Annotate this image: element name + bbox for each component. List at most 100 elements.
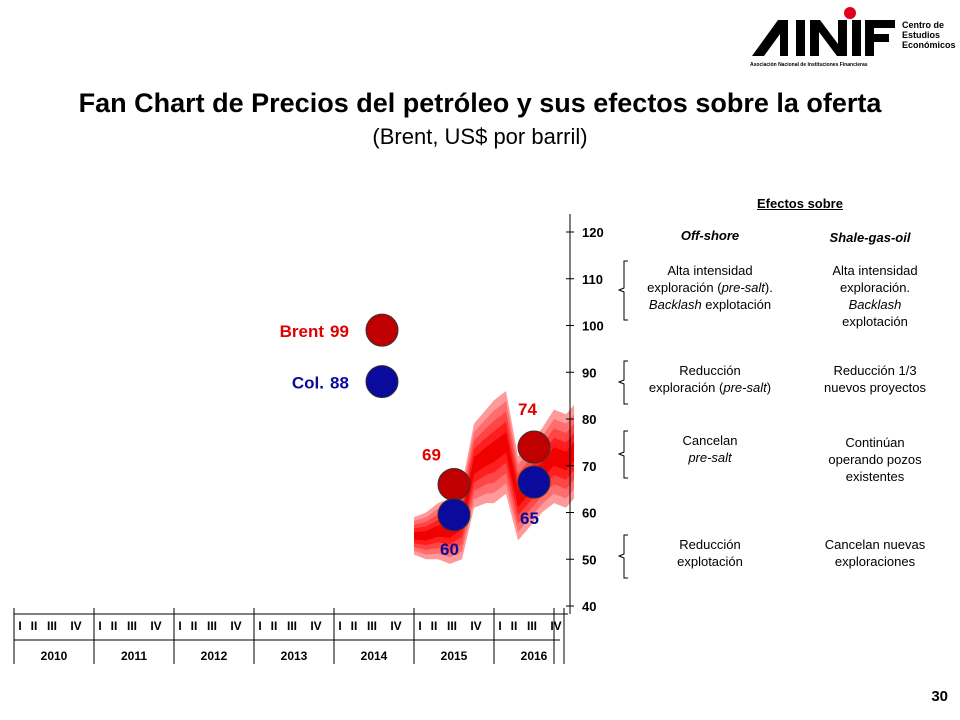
y-tick-label: 90	[582, 365, 596, 380]
quarter-label: IV	[310, 619, 321, 633]
quarter-label: III	[447, 619, 457, 633]
cell-line: explotación	[620, 553, 800, 570]
y-tick-label: 40	[582, 599, 596, 614]
cell-text: nuevos proyectos	[824, 380, 926, 395]
point-label: Col.	[292, 374, 324, 393]
point-col	[365, 365, 399, 399]
cell-line: exploraciones	[800, 553, 950, 570]
cell-text: existentes	[845, 469, 905, 484]
point-value: 69	[422, 445, 441, 464]
off-shore-cell: Cancelan pre-salt	[620, 432, 800, 466]
year-label: 2014	[361, 649, 388, 663]
quarter-label: IV	[70, 619, 81, 633]
off-shore-header: Off-shore	[680, 228, 740, 243]
cell-line: exploración (pre-salt)	[620, 379, 800, 396]
quarter-label: I	[258, 619, 261, 633]
quarter-label: I	[18, 619, 21, 633]
point-value: 60	[440, 540, 459, 559]
quarter-label: IV	[550, 619, 561, 633]
cell-text: Reducción	[679, 537, 741, 552]
cell-text: explotación	[842, 314, 908, 329]
point-value: 99	[330, 322, 349, 341]
fan-band-5	[414, 432, 574, 541]
point-col	[517, 465, 551, 499]
quarter-label: III	[207, 619, 217, 633]
shale-header: Shale-gas-oil	[829, 230, 911, 245]
effects-table: Efectos sobre Off-shore Shale-gas-oil Al…	[600, 190, 960, 610]
y-tick-label: 100	[582, 319, 604, 334]
quarter-label: I	[338, 619, 341, 633]
logo-tagline: Asociación Nacional de Instituciones Fin…	[750, 62, 868, 68]
quarter-label: II	[511, 619, 518, 633]
cell-text: Alta intensidad	[667, 263, 753, 278]
page-title: Fan Chart de Precios del petróleo y sus …	[78, 88, 882, 118]
cell-line: Continúan	[800, 434, 950, 451]
cell-line: Backlash explotación	[620, 296, 800, 313]
quarter-label: II	[431, 619, 438, 633]
cell-line: explotación	[800, 313, 950, 330]
bracket	[618, 360, 628, 405]
cell-text: Backlash	[848, 297, 902, 312]
quarter-label: II	[271, 619, 278, 633]
cell-line: Reducción	[620, 536, 800, 553]
quarter-label: III	[127, 619, 137, 633]
cell-text: Alta intensidad	[832, 263, 918, 278]
cell-text: Cancelan nuevas	[824, 537, 926, 552]
cell-line: Backlash	[800, 296, 950, 313]
cell-text: Reducción 1/3	[833, 363, 917, 378]
quarter-label: I	[98, 619, 101, 633]
cell-line: Alta intensidad	[800, 262, 950, 279]
cell-line: exploración.	[800, 279, 950, 296]
quarter-label: IV	[390, 619, 401, 633]
cell-text: Reducción	[679, 363, 741, 378]
logo-text-lines: Centro de Estudios Económicos	[902, 20, 956, 50]
shale-cell: Continúan operando pozos existentes	[800, 434, 950, 485]
off-shore-cell: Alta intensidad exploración (pre-salt). Ba…	[620, 262, 800, 313]
page-number: 30	[931, 688, 948, 705]
y-tick-label: 60	[582, 506, 596, 521]
cell-text: exploraciones	[834, 554, 916, 569]
logo-line: Estudios	[902, 30, 941, 40]
quarter-label: I	[178, 619, 181, 633]
cell-text: Backlash	[648, 297, 702, 312]
shale-cell: Reducción 1/3 nuevos proyectos	[800, 362, 950, 396]
cell-text: ).	[764, 280, 773, 295]
y-tick-label: 50	[582, 552, 596, 567]
year-label: 2016	[521, 649, 548, 663]
cell-text: exploración (	[647, 280, 722, 295]
quarter-label: IV	[150, 619, 161, 633]
year-label: 2013	[281, 649, 308, 663]
cell-text: )	[766, 380, 772, 395]
point-label: Brent	[280, 322, 325, 341]
off-shore-cell: Reducción exploración (pre-salt)	[620, 362, 800, 396]
cell-text: operando pozos	[828, 452, 922, 467]
shale-cell: Alta intensidad exploración. Backlash explo…	[800, 262, 950, 330]
off-shore-cell: Reducción explotación	[620, 536, 800, 570]
quarter-label: III	[287, 619, 297, 633]
quarter-label: II	[111, 619, 118, 633]
point-brent	[437, 467, 471, 501]
shale-cell: Cancelan nuevas exploraciones	[800, 536, 950, 570]
y-axis: 40 50 60 70 80 90 100 110 120	[566, 214, 604, 614]
anif-logo: Asociación Nacional de Instituciones Fin…	[748, 4, 958, 70]
cell-text: exploración.	[839, 280, 911, 295]
logo-line: Económicos	[902, 40, 956, 50]
year-label: 2015	[441, 649, 468, 663]
bracket	[618, 260, 628, 321]
cell-text: explotación	[701, 297, 772, 312]
point-value: 74	[518, 400, 537, 419]
cell-text: explotación	[677, 554, 743, 569]
quarter-label: IV	[470, 619, 481, 633]
quarter-label: I	[498, 619, 501, 633]
quarter-label: I	[418, 619, 421, 633]
year-label: 2011	[121, 649, 147, 663]
quarter-label: II	[191, 619, 198, 633]
cell-text: exploración (	[648, 380, 724, 395]
cell-text: pre-salt	[721, 280, 765, 295]
quarter-label: II	[351, 619, 358, 633]
y-tick-label: 110	[582, 272, 603, 287]
quarter-label: III	[367, 619, 377, 633]
cell-line: pre-salt	[620, 449, 800, 466]
cell-line: Reducción 1/3	[800, 362, 950, 379]
